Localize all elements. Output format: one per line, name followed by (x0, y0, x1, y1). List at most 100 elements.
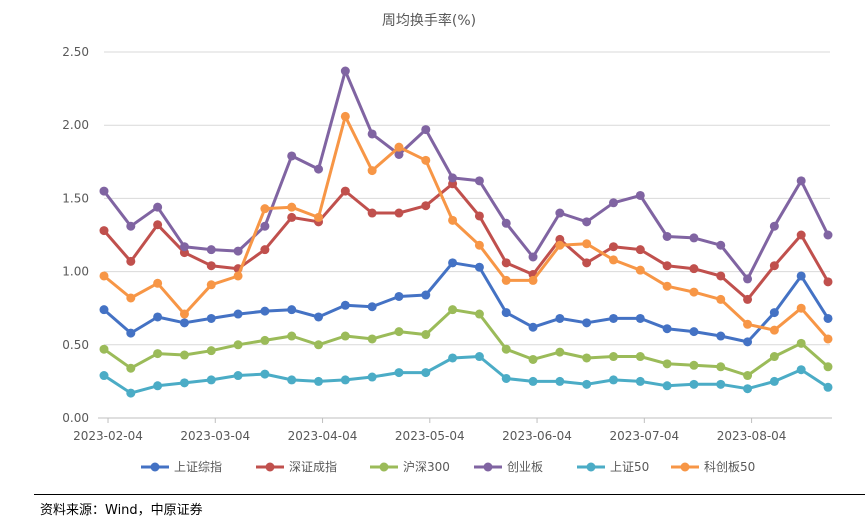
data-point (206, 375, 216, 385)
data-point (260, 245, 270, 255)
data-point (421, 201, 431, 211)
legend-item: 科创板50 (671, 460, 755, 474)
data-point (153, 349, 163, 359)
data-point (716, 240, 726, 250)
data-point (743, 274, 753, 284)
data-point (206, 280, 216, 290)
series-line (103, 308, 829, 377)
data-point (153, 278, 163, 288)
series-group (99, 66, 833, 398)
data-point (528, 354, 538, 364)
data-point (474, 211, 484, 221)
data-point (769, 376, 779, 386)
chart-title: 周均换手率(%) (382, 12, 476, 29)
data-point (340, 331, 350, 341)
legend-label: 科创板50 (704, 460, 755, 474)
data-point (582, 379, 592, 389)
data-point (716, 294, 726, 304)
data-point (126, 328, 136, 338)
legend-marker (586, 462, 596, 472)
data-point (206, 346, 216, 356)
data-point (823, 313, 833, 323)
data-point (796, 365, 806, 375)
data-point (501, 275, 511, 285)
x-tick-label: 2023-03-04 (180, 429, 250, 443)
data-point (153, 220, 163, 230)
data-point (743, 371, 753, 381)
series-line (103, 355, 829, 395)
data-point (716, 379, 726, 389)
data-point (608, 375, 618, 385)
legend-marker (265, 462, 275, 472)
data-point (260, 306, 270, 316)
data-point (233, 340, 243, 350)
data-point (474, 309, 484, 319)
data-point (555, 376, 565, 386)
x-tick-label: 2023-07-04 (609, 429, 679, 443)
series-line (102, 69, 830, 281)
footer-divider (34, 494, 865, 495)
data-point (689, 264, 699, 274)
data-point (608, 352, 618, 362)
data-point (796, 338, 806, 348)
x-tick-label: 2023-02-04 (73, 429, 143, 443)
data-point (662, 381, 672, 391)
data-point (314, 376, 324, 386)
data-point (394, 327, 404, 337)
data-point (287, 151, 297, 161)
data-point (421, 155, 431, 165)
data-point (448, 353, 458, 363)
data-point (689, 327, 699, 337)
data-point (474, 240, 484, 250)
data-point (99, 226, 109, 236)
data-point (501, 218, 511, 228)
y-tick-label: 0.50 (62, 338, 89, 352)
data-point (528, 322, 538, 332)
data-point (233, 271, 243, 281)
data-point (662, 324, 672, 334)
data-point (662, 231, 672, 241)
data-point (233, 371, 243, 381)
data-point (340, 111, 350, 121)
data-point (126, 293, 136, 303)
data-point (99, 305, 109, 315)
data-point (555, 240, 565, 250)
data-point (153, 202, 163, 212)
data-point (421, 330, 431, 340)
data-point (635, 190, 645, 200)
legend-label: 上证50 (610, 460, 649, 474)
data-point (179, 350, 189, 360)
data-point (233, 246, 243, 256)
series-3 (99, 66, 833, 284)
legend: 上证综指 深证成指 沪深300 创业板 上证50 科创板50 (141, 459, 755, 474)
data-point (340, 300, 350, 310)
data-point (314, 212, 324, 222)
data-point (528, 376, 538, 386)
y-tick-label: 2.00 (62, 118, 89, 132)
data-point (233, 309, 243, 319)
data-point (367, 302, 377, 312)
data-point (769, 352, 779, 362)
x-tick-label: 2023-05-04 (395, 429, 465, 443)
legend-item: 深证成指 (256, 459, 337, 474)
data-point (206, 261, 216, 271)
line-chart: 周均换手率(%) 0.00 0.50 1.00 1.50 2.00 2.50 2023-0… (62, 12, 833, 474)
data-point (394, 368, 404, 378)
data-point (635, 245, 645, 255)
legend-item: 创业板 (474, 460, 543, 474)
data-point (743, 384, 753, 394)
data-point (501, 344, 511, 354)
data-point (823, 382, 833, 392)
series-line (102, 182, 830, 301)
data-point (99, 344, 109, 354)
data-point (340, 186, 350, 196)
data-point (528, 252, 538, 262)
data-point (206, 245, 216, 255)
series-2 (99, 305, 833, 381)
data-point (555, 347, 565, 357)
data-point (287, 212, 297, 222)
data-point (662, 261, 672, 271)
data-point (662, 359, 672, 369)
data-point (555, 208, 565, 218)
data-point (314, 164, 324, 174)
